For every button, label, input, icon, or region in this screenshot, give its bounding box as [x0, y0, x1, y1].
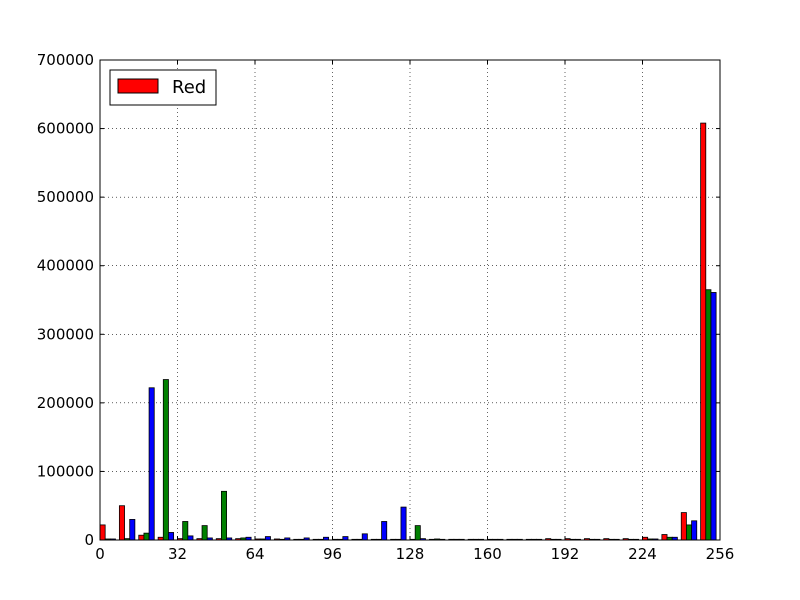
bar-series-2-bin-240 [691, 520, 698, 541]
bar-series-2-bin-120 [400, 506, 407, 541]
bar-series-0-bin-232 [661, 534, 668, 541]
legend: Red [109, 69, 217, 106]
legend-swatch-red [117, 78, 159, 94]
x-tick-label: 224 [628, 545, 657, 563]
y-tick-label: 0 [84, 531, 94, 549]
x-tick-label: 128 [396, 545, 425, 563]
y-tick-label: 200000 [37, 394, 94, 412]
bar-series-1-bin-32 [182, 521, 189, 541]
bar-series-0-bin-16 [138, 534, 145, 541]
bar-series-0-bin-240 [680, 512, 687, 541]
bar-series-2-bin-8 [129, 519, 136, 541]
bar-series-2-bin-16 [148, 387, 155, 541]
bar-series-0-bin-0 [99, 524, 106, 541]
bar-series-1-bin-240 [686, 524, 692, 541]
x-tick-label: 160 [473, 545, 502, 563]
bar-series-2-bin-112 [381, 521, 388, 541]
x-tick-label: 0 [95, 545, 105, 563]
bar-series-2-bin-248 [710, 292, 717, 541]
bar-series-1-bin-40 [201, 525, 208, 541]
bar-series-0-bin-8 [118, 505, 125, 541]
bar-series-2-bin-96 [342, 536, 349, 541]
bar-series-1-bin-16 [143, 532, 150, 541]
legend-label-red: Red [172, 77, 206, 98]
y-tick-label: 700000 [37, 51, 94, 69]
bar-series-2-bin-104 [361, 533, 368, 541]
x-tick-label: 96 [323, 545, 342, 563]
y-tick-label: 600000 [37, 120, 94, 138]
x-tick-label: 192 [551, 545, 580, 563]
bar-series-1-bin-24 [162, 379, 169, 541]
y-tick-label: 100000 [37, 462, 94, 480]
x-tick-label: 64 [245, 545, 264, 563]
bar-series-2-bin-32 [187, 535, 194, 541]
grid-lines [100, 60, 720, 540]
x-tick-label: 32 [168, 545, 187, 563]
bar-series-0-bin-248 [700, 122, 707, 541]
bar-series-2-bin-24 [168, 532, 175, 541]
bars-group [99, 122, 717, 541]
bar-series-2-bin-64 [264, 536, 271, 541]
bar-series-1-bin-128 [414, 525, 421, 541]
bar-series-1-bin-48 [221, 490, 227, 541]
y-tick-label: 400000 [37, 257, 94, 275]
axis-ticks: 0 32 64 96 128 160 192 224 256 0 100000 200000 30000… [37, 51, 735, 563]
bar-series-1-bin-248 [705, 289, 712, 541]
x-tick-label: 256 [706, 545, 735, 563]
y-tick-label: 300000 [37, 325, 94, 343]
y-tick-label: 500000 [37, 188, 94, 206]
